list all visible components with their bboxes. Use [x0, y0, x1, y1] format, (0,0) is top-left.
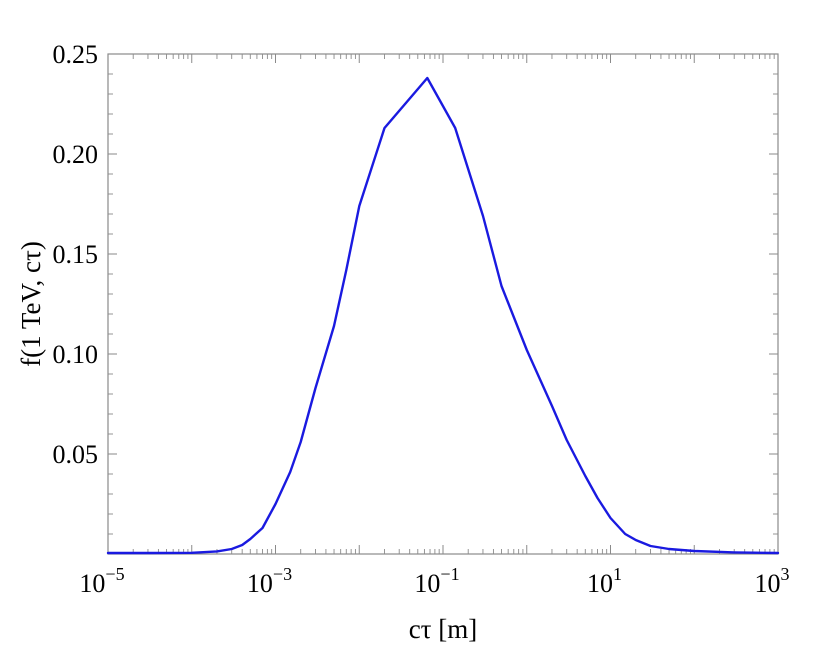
- x-tick-label-base: 10: [414, 569, 440, 598]
- series-group: [106, 76, 780, 555]
- y-tick-labels: 0.05 0.10 0.15 0.20 0.25: [53, 40, 99, 469]
- major-ticks: [107, 53, 779, 554]
- y-tick-label: 0.25: [53, 40, 99, 69]
- y-axis-label: f(1 TeV, cτ): [16, 241, 46, 367]
- x-axis-label: cτ [m]: [409, 614, 478, 644]
- minor-ticks: [108, 54, 778, 554]
- y-tick-label: 0.15: [53, 240, 99, 269]
- x-tick-label-exponent: −5: [105, 564, 124, 584]
- x-tick-label: 101: [587, 564, 622, 598]
- x-tick-label: 10−1: [414, 564, 459, 598]
- x-tick-label: 103: [755, 564, 790, 598]
- plot-frame: [107, 53, 779, 555]
- x-tick-label-exponent: 1: [613, 564, 622, 584]
- y-tick-label: 0.05: [53, 440, 99, 469]
- x-tick-labels: 10−5 10−3 10−1 101 103: [79, 564, 789, 598]
- x-tick-label-base: 10: [79, 569, 105, 598]
- x-tick-label-base: 10: [755, 569, 781, 598]
- x-tick-label: 10−5: [79, 564, 124, 598]
- x-tick-label-base: 10: [587, 569, 613, 598]
- series-line: [106, 76, 780, 555]
- y-tick-label: 0.20: [53, 140, 99, 169]
- x-tick-label-exponent: −1: [440, 564, 459, 584]
- x-tick-label-exponent: −3: [273, 564, 292, 584]
- x-tick-label: 10−3: [247, 564, 292, 598]
- x-tick-label-exponent: 3: [781, 564, 790, 584]
- y-tick-label: 0.10: [53, 340, 99, 369]
- x-tick-label-base: 10: [247, 569, 273, 598]
